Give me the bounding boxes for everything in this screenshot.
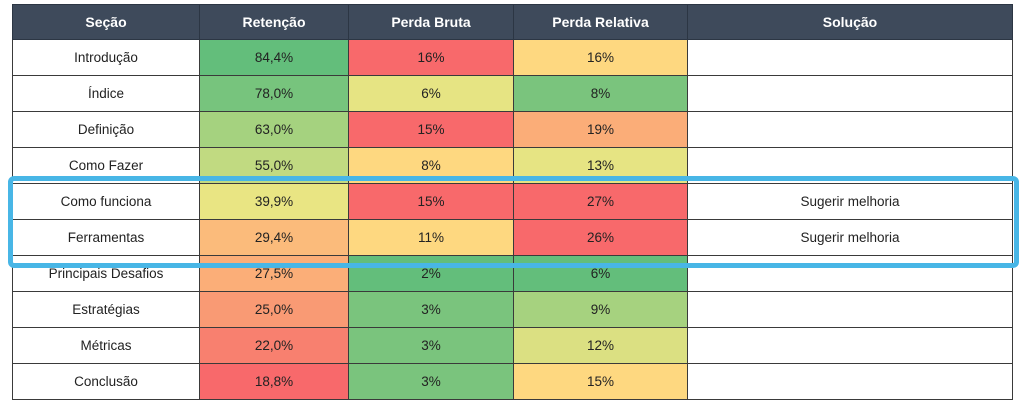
cell-perda-bruta: 11% xyxy=(348,219,514,256)
cell-perda-relativa: 16% xyxy=(513,39,688,76)
cell-perda-bruta: 8% xyxy=(348,147,514,184)
cell-retencao: 18,8% xyxy=(199,363,349,400)
cell-secao: Como Fazer xyxy=(12,147,200,184)
cell-perda-bruta: 3% xyxy=(348,291,514,328)
retention-table: Seção Retenção Perda Bruta Perda Relativ… xyxy=(12,4,1013,400)
table-row: Ferramentas 29,4% 11% 26% Sugerir melhor… xyxy=(12,219,1013,256)
table-row: Introdução 84,4% 16% 16% xyxy=(12,39,1013,76)
table-row: Definição 63,0% 15% 19% xyxy=(12,111,1013,148)
cell-perda-bruta: 6% xyxy=(348,75,514,112)
cell-solucao xyxy=(687,147,1013,184)
cell-retencao: 84,4% xyxy=(199,39,349,76)
cell-perda-relativa: 6% xyxy=(513,255,688,292)
cell-perda-bruta: 15% xyxy=(348,183,514,220)
cell-perda-relativa: 13% xyxy=(513,147,688,184)
cell-retencao: 27,5% xyxy=(199,255,349,292)
cell-perda-bruta: 3% xyxy=(348,327,514,364)
cell-secao: Principais Desafios xyxy=(12,255,200,292)
table-header: Seção Retenção Perda Bruta Perda Relativ… xyxy=(12,4,1013,40)
cell-secao: Definição xyxy=(12,111,200,148)
cell-solucao: Sugerir melhoria xyxy=(687,183,1013,220)
header-row: Seção Retenção Perda Bruta Perda Relativ… xyxy=(12,4,1013,40)
header-perda-bruta: Perda Bruta xyxy=(348,4,514,40)
cell-secao: Métricas xyxy=(12,327,200,364)
cell-perda-bruta: 2% xyxy=(348,255,514,292)
table-row: Índice 78,0% 6% 8% xyxy=(12,75,1013,112)
cell-solucao: Sugerir melhoria xyxy=(687,219,1013,256)
table-row: Como Fazer 55,0% 8% 13% xyxy=(12,147,1013,184)
header-solucao: Solução xyxy=(687,4,1013,40)
cell-retencao: 25,0% xyxy=(199,291,349,328)
cell-perda-bruta: 3% xyxy=(348,363,514,400)
table-body: Introdução 84,4% 16% 16% Índice 78,0% 6%… xyxy=(12,39,1013,400)
cell-solucao xyxy=(687,75,1013,112)
cell-solucao xyxy=(687,111,1013,148)
cell-perda-bruta: 16% xyxy=(348,39,514,76)
table-row: Como funciona 39,9% 15% 27% Sugerir melh… xyxy=(12,183,1013,220)
cell-perda-relativa: 9% xyxy=(513,291,688,328)
cell-solucao xyxy=(687,291,1013,328)
cell-perda-relativa: 15% xyxy=(513,363,688,400)
cell-retencao: 22,0% xyxy=(199,327,349,364)
cell-retencao: 78,0% xyxy=(199,75,349,112)
cell-secao: Conclusão xyxy=(12,363,200,400)
header-perda-relativa: Perda Relativa xyxy=(513,4,688,40)
cell-retencao: 55,0% xyxy=(199,147,349,184)
cell-secao: Estratégias xyxy=(12,291,200,328)
cell-retencao: 29,4% xyxy=(199,219,349,256)
cell-perda-bruta: 15% xyxy=(348,111,514,148)
cell-perda-relativa: 27% xyxy=(513,183,688,220)
cell-perda-relativa: 8% xyxy=(513,75,688,112)
cell-secao: Ferramentas xyxy=(12,219,200,256)
cell-solucao xyxy=(687,363,1013,400)
table-row: Métricas 22,0% 3% 12% xyxy=(12,327,1013,364)
table-row: Estratégias 25,0% 3% 9% xyxy=(12,291,1013,328)
cell-perda-relativa: 19% xyxy=(513,111,688,148)
cell-perda-relativa: 12% xyxy=(513,327,688,364)
cell-solucao xyxy=(687,39,1013,76)
table-row: Principais Desafios 27,5% 2% 6% xyxy=(12,255,1013,292)
table-row: Conclusão 18,8% 3% 15% xyxy=(12,363,1013,400)
cell-solucao xyxy=(687,255,1013,292)
cell-secao: Como funciona xyxy=(12,183,200,220)
cell-secao: Introdução xyxy=(12,39,200,76)
cell-secao: Índice xyxy=(12,75,200,112)
cell-retencao: 63,0% xyxy=(199,111,349,148)
header-secao: Seção xyxy=(12,4,200,40)
cell-perda-relativa: 26% xyxy=(513,219,688,256)
cell-solucao xyxy=(687,327,1013,364)
cell-retencao: 39,9% xyxy=(199,183,349,220)
header-retencao: Retenção xyxy=(199,4,349,40)
